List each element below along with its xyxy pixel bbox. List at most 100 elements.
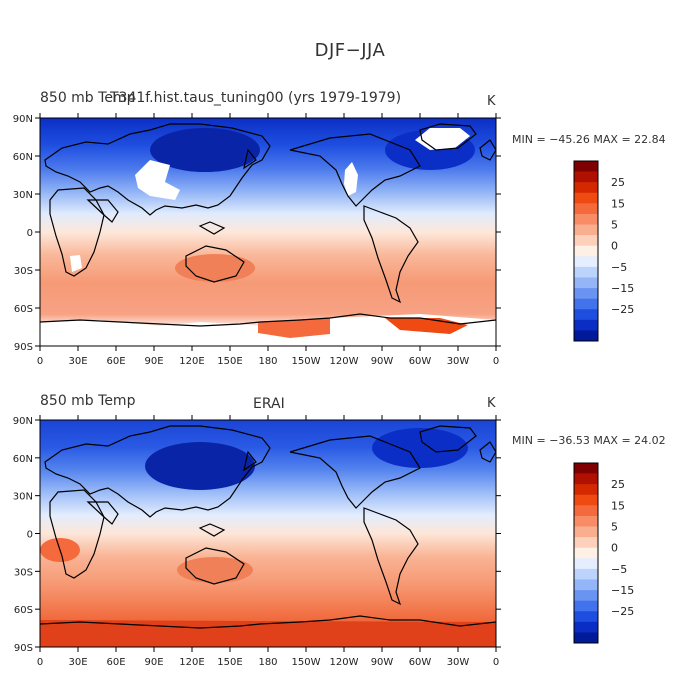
panel2-lon-label: 120E — [179, 657, 204, 668]
panel2-lat-label: 60S — [14, 605, 33, 616]
panel1-colorbar-swatch — [574, 192, 598, 204]
panel1-colorbar-swatch — [574, 245, 598, 257]
panel2-min-value: −36.53 — [549, 434, 590, 447]
panel1-colorbar-label: 0 — [611, 240, 618, 253]
panel2-lon-label: 120W — [330, 657, 359, 668]
panel2-colorbar-label: 25 — [611, 478, 625, 491]
panel1-colorbar-label: −15 — [611, 282, 634, 295]
panel1-colorbar-swatch — [574, 277, 598, 289]
panel2-left-title: 850 mb Temp — [40, 393, 136, 409]
panel2-lon-label: 150E — [217, 657, 242, 668]
panel2-colorbar-swatch — [574, 463, 598, 474]
panel1-colorbar-swatch — [574, 235, 598, 247]
panel2-colorbar-swatch — [574, 484, 598, 496]
panel2-lon-label: 60E — [106, 657, 125, 668]
panel1-lat-label: 0 — [27, 228, 33, 239]
panel2-lon-label: 30E — [68, 657, 87, 668]
panel2-coastlines — [40, 425, 496, 629]
panel2-map — [39, 419, 497, 648]
panel1-colorbar-swatch — [574, 319, 598, 331]
panel2-lon-label: 30W — [447, 657, 470, 668]
panel2-warm-antarctica — [40, 620, 496, 647]
panel2-colorbar-swatch — [574, 632, 598, 644]
panel2-colorbar-swatch — [574, 590, 598, 601]
panel1-lon-label: 150E — [217, 356, 242, 367]
panel1-colorbar-swatch — [574, 203, 598, 215]
panel1-colorbar-label: 25 — [611, 176, 625, 189]
panel1-lat-label: 60S — [14, 304, 33, 315]
panel1-warm-australia — [175, 254, 255, 282]
panel1-colorbar-swatch — [574, 171, 598, 183]
panel2-colorbar-label: −15 — [611, 584, 634, 597]
colorbar-layer: 25 15 5 0 −5 −15 −25 25 15 5 0 −5 −15 −25 — [573, 160, 634, 644]
panel2-colorbar-swatch — [574, 505, 598, 517]
panel1-lon-label: 60W — [409, 356, 432, 367]
panel2-lat-label: 0 — [27, 530, 33, 541]
panel2-colorbar-frame — [573, 462, 599, 644]
panel1-colorbar-swatch — [574, 330, 598, 342]
figure-title: DJF−JJA — [314, 40, 386, 61]
panel2-lon-label: 60W — [409, 657, 432, 668]
panel1-lon-label: 90E — [144, 356, 163, 367]
panel1-lon-label: 120W — [330, 356, 359, 367]
panel1-min-label: MIN = — [512, 133, 550, 146]
panel1-lat-label: 60N — [13, 152, 33, 163]
panel1-colorbar-label: 5 — [611, 219, 618, 232]
panel1-cold-core-siberia — [150, 128, 260, 172]
panel2-colorbar-swatch — [574, 611, 598, 623]
panel2-colorbar-swatch — [574, 537, 598, 549]
panel2-center-title: ERAI — [253, 396, 285, 412]
panel1-colorbar-swatch — [574, 224, 598, 236]
panel1-lat-label: 30N — [13, 190, 33, 201]
panel1-colorbar-swatch — [574, 266, 598, 278]
panel1-colorbar-swatch — [574, 309, 598, 321]
panel1-lat-label: 30S — [14, 266, 33, 277]
panel2-colorbar-swatch — [574, 621, 598, 633]
panel1-lon-label: 60E — [106, 356, 125, 367]
panel1-lon-label: 0 — [493, 356, 499, 367]
panel2-colorbar-label: 0 — [611, 542, 618, 555]
panel1-coastlines — [40, 123, 496, 327]
panel2-lon-label: 0 — [37, 657, 43, 668]
panel1-center-title: T341f.hist.taus_tuning00 (yrs 1979-1979) — [110, 90, 402, 106]
panel2-units: K — [487, 396, 496, 411]
panel2-colorbar-label: −5 — [611, 563, 627, 576]
panel1-lon-label: 150W — [292, 356, 321, 367]
panel1-lon-label: 30W — [447, 356, 470, 367]
panel1-lon-label: 90W — [371, 356, 394, 367]
panel2-lat-label: 60N — [13, 454, 33, 465]
panel2-lat-label: 30N — [13, 492, 33, 503]
panel2-colorbar-swatch — [574, 515, 598, 527]
panel1-colorbar-label: −5 — [611, 261, 627, 274]
panel1-colorbar-label: −25 — [611, 303, 634, 316]
panel1-lon-label: 180 — [258, 356, 277, 367]
panel2-colorbar-label: 15 — [611, 499, 625, 512]
panel2-warm-australia — [177, 557, 253, 583]
panel1-colorbar-swatch — [574, 182, 598, 194]
panel1-lon-label: 30E — [68, 356, 87, 367]
panel2-colorbar-label: 5 — [611, 521, 618, 534]
panel1-lon-label: 0 — [37, 356, 43, 367]
panel1-lon-label: 120E — [179, 356, 204, 367]
panel2-max-value: 24.02 — [634, 434, 666, 447]
panel1-colorbar-frame — [573, 160, 599, 342]
panel2-lat-label: 90N — [13, 416, 33, 427]
panel1-colorbar-swatch — [574, 256, 598, 268]
panel2-lon-label: 150W — [292, 657, 321, 668]
panel1-lat-label: 90S — [14, 342, 33, 353]
panel2-colorbar-swatch — [574, 558, 598, 570]
panel1-colorbar-label: 15 — [611, 197, 625, 210]
panel1-min-value: −45.26 — [549, 133, 590, 146]
panel2-cold-core-siberia — [145, 442, 255, 490]
panel1-lat-label: 90N — [13, 114, 33, 125]
panel2-colorbar-swatch — [574, 494, 598, 506]
panel2-cold-core-canada — [372, 428, 468, 468]
panel1-left-title: 850 mb Temp — [40, 90, 136, 106]
panel1-warm-ross — [258, 318, 330, 338]
panel1-colorbar-swatch — [574, 298, 598, 310]
panel1-colorbar-swatch — [574, 213, 598, 225]
panel1-colorbar-swatch — [574, 288, 598, 299]
panel2-colorbar-label: −25 — [611, 605, 634, 618]
panel2-lon-label: 90E — [144, 657, 163, 668]
panel2-lon-label: 180 — [258, 657, 277, 668]
